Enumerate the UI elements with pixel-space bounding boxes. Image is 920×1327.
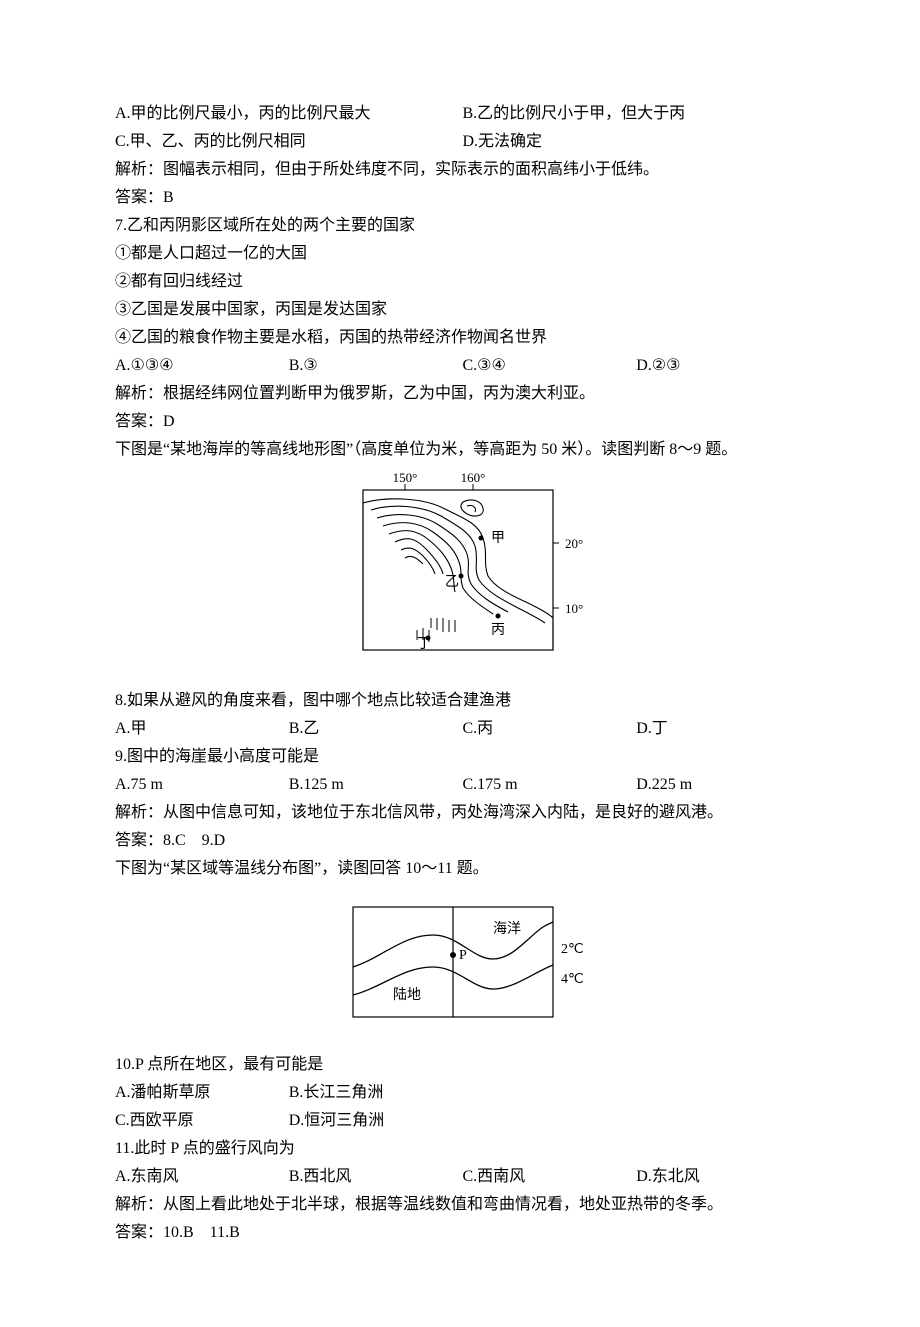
svg-text:20°: 20°: [565, 536, 583, 551]
q7-statement-4: ④乙国的粮食作物主要是水稻，丙国的热带经济作物闻名世界: [115, 324, 810, 352]
q7-option-b: B.③: [289, 352, 463, 380]
q7-statement-2: ②都有回归线经过: [115, 268, 810, 296]
svg-text:甲: 甲: [491, 531, 505, 546]
q6-options-row2: C.甲、乙、丙的比例尺相同 D.无法确定: [115, 128, 810, 156]
q8-options: A.甲 B.乙 C.丙 D.丁: [115, 715, 810, 743]
q7-explain: 解析：根据经纬网位置判断甲为俄罗斯，乙为中国，丙为澳大利亚。: [115, 380, 810, 408]
svg-text:150°: 150°: [392, 470, 417, 485]
q8-intro: 下图是“某地海岸的等高线地形图”（高度单位为米，等高距为 50 米）。读图判断 …: [115, 436, 810, 464]
q6-option-d: D.无法确定: [463, 128, 811, 156]
q10-option-c: C.西欧平原: [115, 1107, 289, 1135]
q6-explain: 解析：图幅表示相同，但由于所处纬度不同，实际表示的面积高纬小于低纬。: [115, 156, 810, 184]
q6-options-row1: A.甲的比例尺最小，丙的比例尺最大 B.乙的比例尺小于甲，但大于丙: [115, 100, 810, 128]
q10-option-b: B.长江三角洲: [289, 1079, 463, 1107]
svg-text:4℃: 4℃: [561, 972, 584, 987]
document-page: A.甲的比例尺最小，丙的比例尺最大 B.乙的比例尺小于甲，但大于丙 C.甲、乙、…: [0, 0, 920, 1327]
q7-statement-3: ③乙国是发展中国家，丙国是发达国家: [115, 296, 810, 324]
svg-text:丙: 丙: [491, 623, 505, 638]
q9-option-a: A.75 m: [115, 771, 289, 799]
q10-option-a: A.潘帕斯草原: [115, 1079, 289, 1107]
q11-explain: 解析：从图上看此地处于北半球，根据等温线数值和弯曲情况看，地处亚热带的冬季。: [115, 1191, 810, 1219]
q7-option-c: C.③④: [463, 352, 637, 380]
q7-statement-1: ①都是人口超过一亿的大国: [115, 240, 810, 268]
q10-options-row2: C.西欧平原 D.恒河三角洲: [115, 1107, 810, 1135]
svg-text:陆地: 陆地: [393, 987, 421, 1003]
q6-answer: 答案：B: [115, 184, 810, 212]
q7-option-a: A.①③④: [115, 352, 289, 380]
isotherm-map-svg: P 海洋 陆地 2℃ 4℃: [333, 887, 593, 1037]
q9-option-d: D.225 m: [636, 771, 810, 799]
q7-stem: 7.乙和丙阴影区域所在处的两个主要的国家: [115, 212, 810, 240]
q6-option-c: C.甲、乙、丙的比例尺相同: [115, 128, 463, 156]
q9-explain: 解析：从图中信息可知，该地位于东北信风带，丙处海湾深入内陆，是良好的避风港。: [115, 799, 810, 827]
q7-answer: 答案：D: [115, 408, 810, 436]
q11-option-b: B.西北风: [289, 1163, 463, 1191]
q9-stem: 9.图中的海崖最小高度可能是: [115, 743, 810, 771]
q6-option-b: B.乙的比例尺小于甲，但大于丙: [463, 100, 811, 128]
q9-option-b: B.125 m: [289, 771, 463, 799]
figure-contour-map: 150° 160° 20° 10°: [115, 468, 810, 683]
q11-stem: 11.此时 P 点的盛行风向为: [115, 1135, 810, 1163]
svg-text:2℃: 2℃: [561, 942, 584, 957]
q8-option-d: D.丁: [636, 715, 810, 743]
q11-options: A.东南风 B.西北风 C.西南风 D.东北风: [115, 1163, 810, 1191]
q7-options: A.①③④ B.③ C.③④ D.②③: [115, 352, 810, 380]
q11-option-c: C.西南风: [463, 1163, 637, 1191]
q8-option-b: B.乙: [289, 715, 463, 743]
svg-text:P: P: [459, 948, 467, 963]
q11-option-d: D.东北风: [636, 1163, 810, 1191]
q8-stem: 8.如果从避风的角度来看，图中哪个地点比较适合建渔港: [115, 687, 810, 715]
q10-intro: 下图为“某区域等温线分布图”，读图回答 10～11 题。: [115, 855, 810, 883]
svg-text:丁: 丁: [417, 637, 431, 652]
q10-option-d: D.恒河三角洲: [289, 1107, 463, 1135]
q9-option-c: C.175 m: [463, 771, 637, 799]
q10-11-answers: 答案：10.B 11.B: [115, 1219, 810, 1247]
q8-option-c: C.丙: [463, 715, 637, 743]
svg-text:160°: 160°: [460, 470, 485, 485]
q10-options-row1: A.潘帕斯草原 B.长江三角洲: [115, 1079, 810, 1107]
q11-option-a: A.东南风: [115, 1163, 289, 1191]
svg-text:10°: 10°: [565, 601, 583, 616]
q9-options: A.75 m B.125 m C.175 m D.225 m: [115, 771, 810, 799]
svg-text:海洋: 海洋: [493, 921, 521, 937]
q7-option-d: D.②③: [636, 352, 810, 380]
q10-stem: 10.P 点所在地区，最有可能是: [115, 1051, 810, 1079]
svg-text:乙: 乙: [445, 574, 459, 590]
q8-option-a: A.甲: [115, 715, 289, 743]
q8-9-answers: 答案：8.C 9.D: [115, 827, 810, 855]
figure-isotherm-map: P 海洋 陆地 2℃ 4℃: [115, 887, 810, 1047]
contour-map-svg: 150° 160° 20° 10°: [333, 468, 593, 673]
q6-option-a: A.甲的比例尺最小，丙的比例尺最大: [115, 100, 463, 128]
